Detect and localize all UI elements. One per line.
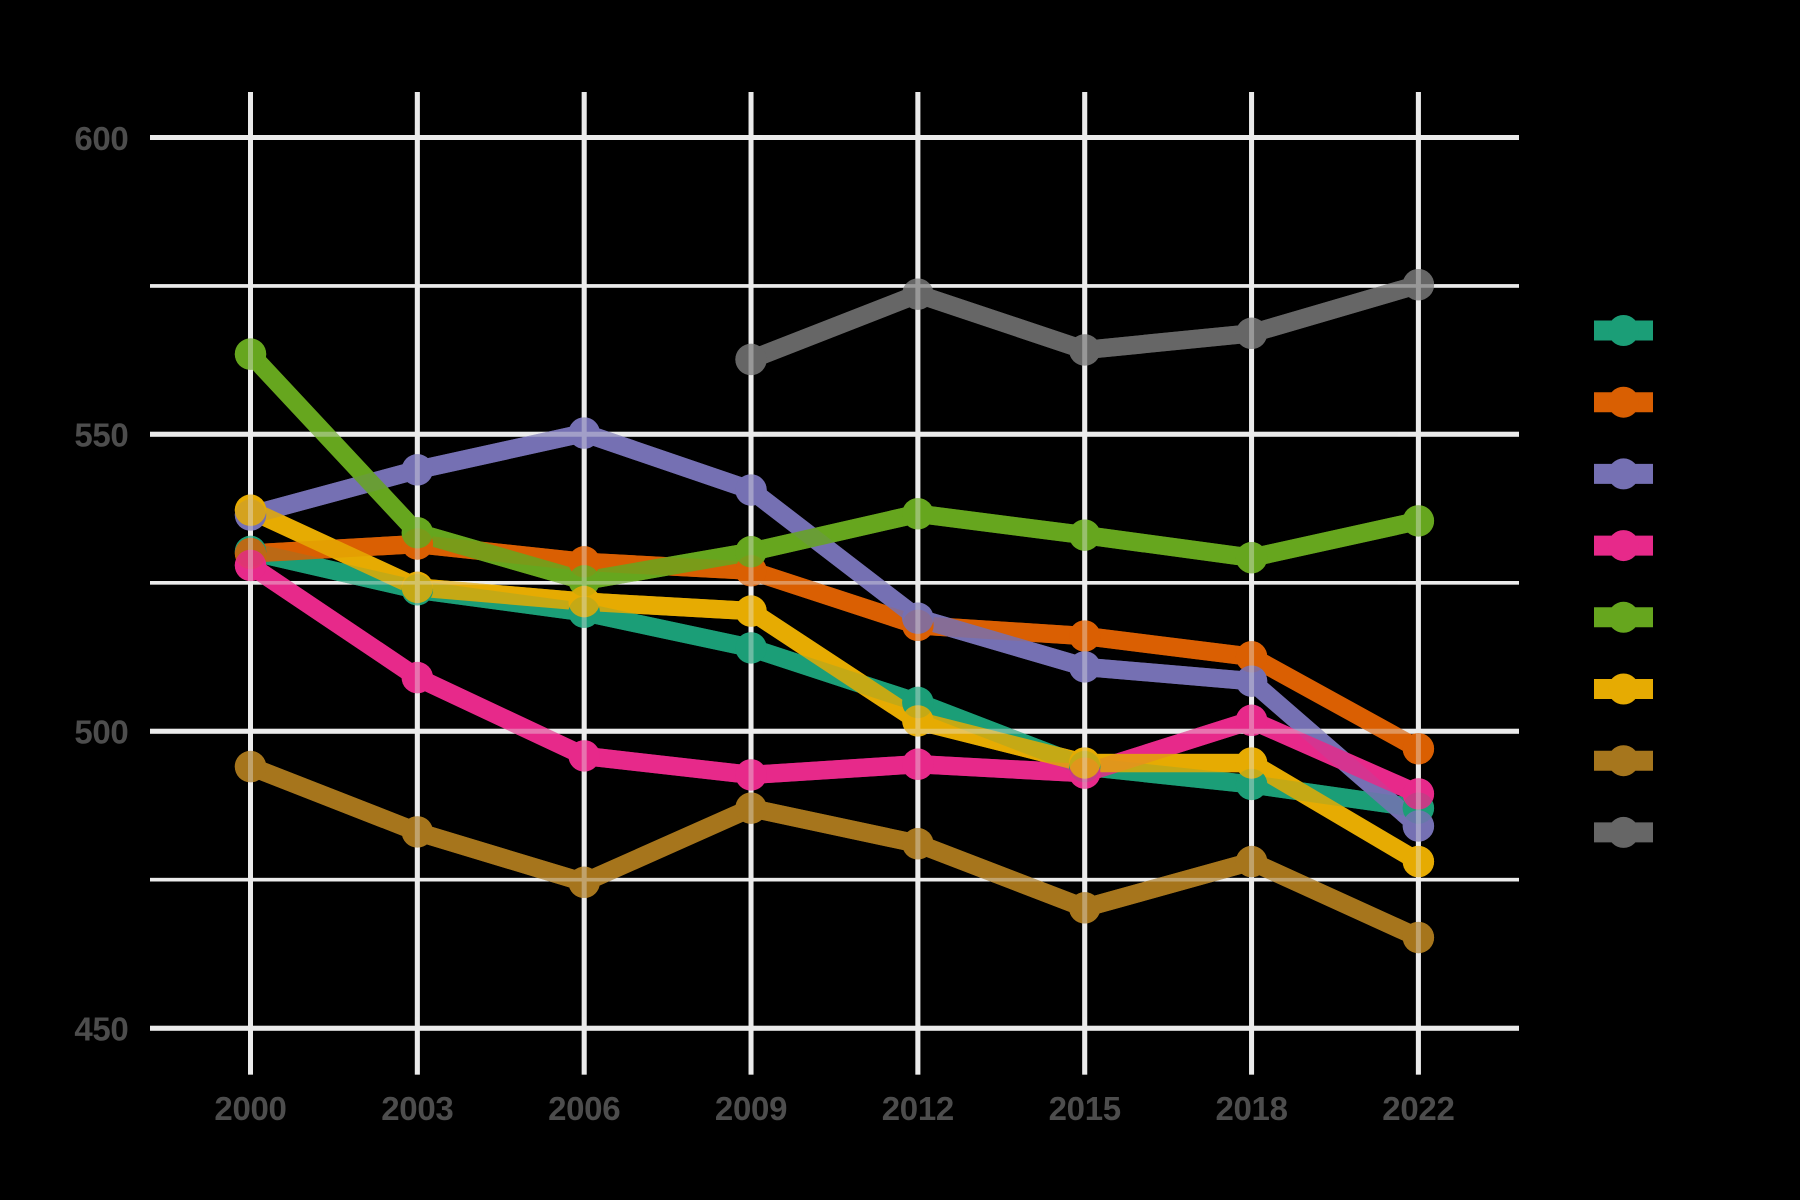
svg-text:2009: 2009 (715, 1090, 787, 1127)
svg-text:2022: 2022 (1382, 1090, 1454, 1127)
svg-text:600: 600 (74, 120, 128, 157)
svg-text:450: 450 (74, 1011, 128, 1048)
svg-text:550: 550 (74, 417, 128, 454)
svg-text:500: 500 (74, 714, 128, 751)
svg-text:2000: 2000 (214, 1090, 286, 1127)
svg-text:2003: 2003 (381, 1090, 453, 1127)
svg-text:2006: 2006 (548, 1090, 620, 1127)
svg-text:2015: 2015 (1049, 1090, 1121, 1127)
svg-text:2018: 2018 (1215, 1090, 1287, 1127)
svg-text:2012: 2012 (882, 1090, 954, 1127)
